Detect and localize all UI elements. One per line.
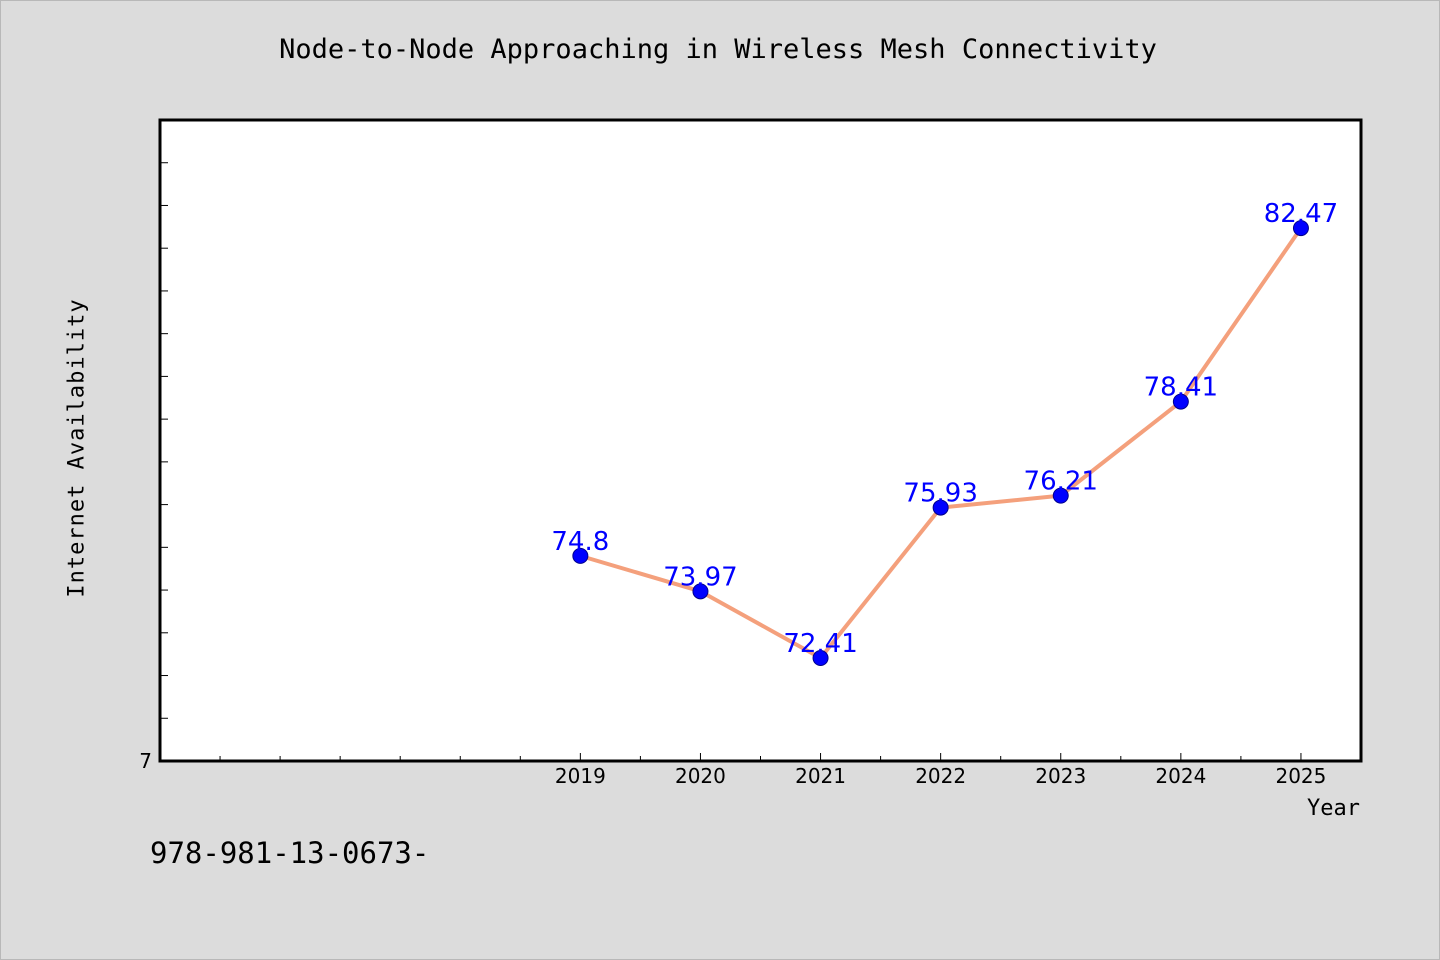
- x-tick-label: 2023: [1035, 764, 1086, 788]
- data-point: [572, 547, 589, 564]
- plot-area: [158, 118, 1363, 763]
- data-point: [812, 650, 829, 667]
- chart-title: Node-to-Node Approaching in Wireless Mes…: [279, 34, 1157, 65]
- y-axis-label: Internet Availability: [64, 298, 90, 598]
- data-label: 76.21: [1024, 467, 1098, 497]
- data-point: [1052, 487, 1069, 504]
- x-tick-label: 2025: [1275, 764, 1326, 788]
- x-tick-label: 2021: [795, 764, 846, 788]
- data-point: [932, 499, 949, 516]
- x-tick-label: 2019: [555, 764, 606, 788]
- x-tick-label: 2020: [675, 764, 726, 788]
- data-point: [1172, 393, 1189, 410]
- footer-code: 978-981-13-0673-: [150, 836, 430, 870]
- data-label: 82.47: [1264, 199, 1338, 229]
- data-label: 75.93: [903, 479, 977, 509]
- x-tick-label: 2024: [1155, 764, 1206, 788]
- y-tick-label: 7: [139, 749, 152, 773]
- data-point: [1292, 220, 1309, 237]
- x-tick-label: 2022: [915, 764, 966, 788]
- data-label: 72.41: [783, 629, 857, 659]
- x-axis-label: Year: [1307, 796, 1360, 821]
- data-label: 78.41: [1144, 373, 1218, 403]
- data-label: 74.8: [551, 527, 609, 557]
- data-point: [692, 583, 709, 600]
- data-label: 73.97: [663, 562, 737, 592]
